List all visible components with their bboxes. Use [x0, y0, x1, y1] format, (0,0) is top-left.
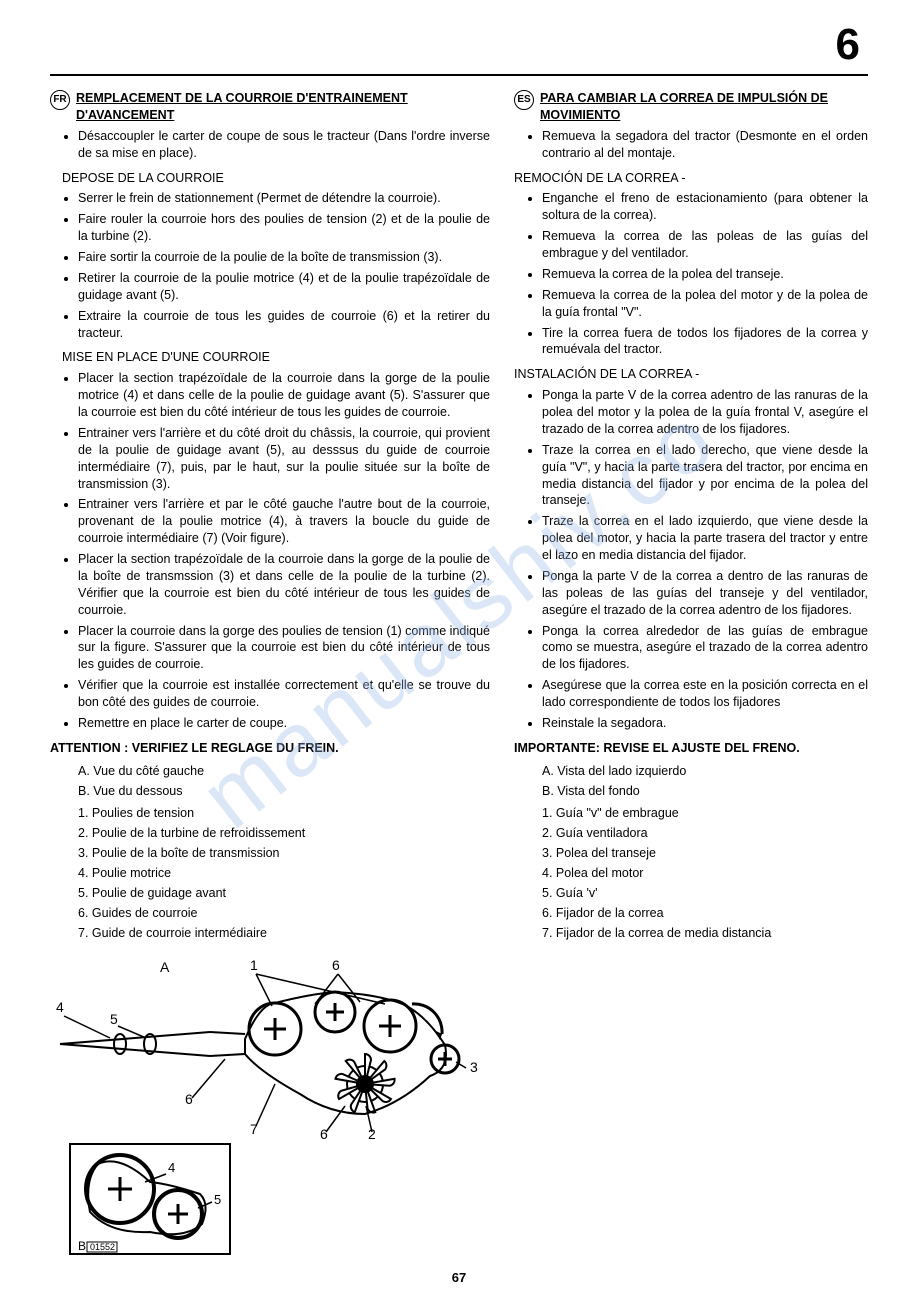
list-item: Tire la correa fuera de todos los fijado…	[542, 325, 868, 359]
es-importante: IMPORTANTE: REVISE EL AJUSTE DEL FRENO.	[514, 740, 868, 757]
fr-badge-icon: FR	[50, 90, 70, 110]
list-item: 5. Poulie de guidage avant	[78, 885, 490, 902]
fr-numbers: 1. Poulies de tension 2. Poulie de la tu…	[78, 805, 490, 941]
list-item: A. Vue du côté gauche	[78, 763, 490, 780]
list-item: Ponga la parte V de la correa a dentro d…	[542, 568, 868, 619]
list-item: Désaccoupler le carter de coupe de sous …	[78, 128, 490, 162]
list-item: 7. Guide de courroie intermédiaire	[78, 925, 490, 942]
fr-intro-list: Désaccoupler le carter de coupe de sous …	[50, 128, 490, 162]
list-item: Remueva la correa de la polea del motor …	[542, 287, 868, 321]
list-item: Traze la correa en el lado derecho, que …	[542, 442, 868, 510]
column-fr: FR REMPLACEMENT DE LA COURROIE D'ENTRAIN…	[50, 90, 490, 1264]
list-item: 4. Poulie motrice	[78, 865, 490, 882]
fr-attention: ATTENTION : VERIFIEZ LE REGLAGE DU FREIN…	[50, 740, 490, 757]
list-item: Extraire la courroie de tous les guides …	[78, 308, 490, 342]
list-item: Placer la section trapézoïdale de la cou…	[78, 551, 490, 619]
es-intro-list: Remueva la segadora del tractor (Desmont…	[514, 128, 868, 162]
list-item: 2. Poulie de la turbine de refroidisseme…	[78, 825, 490, 842]
list-item: Placer la courroie dans la gorge des pou…	[78, 623, 490, 674]
svg-text:6: 6	[185, 1091, 193, 1107]
fr-depose-list: Serrer le frein de stationnement (Permet…	[50, 190, 490, 341]
page-number-top: 6	[50, 20, 868, 70]
es-title: PARA CAMBIAR LA CORREA DE IMPULSIÓN DE M…	[540, 91, 828, 122]
svg-text:3: 3	[470, 1059, 478, 1075]
column-es: ES PARA CAMBIAR LA CORREA DE IMPULSIÓN D…	[514, 90, 868, 1264]
list-item: Ponga la correa alrededor de las guías d…	[542, 623, 868, 674]
list-item: 1. Poulies de tension	[78, 805, 490, 822]
list-item: 3. Poulie de la boîte de transmission	[78, 845, 490, 862]
fr-title: REMPLACEMENT DE LA COURROIE D'ENTRAINEME…	[76, 91, 408, 122]
belt-diagram: A 4 5	[50, 954, 490, 1264]
svg-text:4: 4	[168, 1160, 175, 1175]
list-item: Serrer le frein de stationnement (Permet…	[78, 190, 490, 207]
list-item: Faire rouler la courroie hors des poulie…	[78, 211, 490, 245]
list-item: Asegúrese que la correa este en la posic…	[542, 677, 868, 711]
svg-text:5: 5	[110, 1011, 118, 1027]
es-instal-head: INSTALACIÓN DE LA CORREA -	[514, 366, 868, 383]
list-item: 2. Guía ventiladora	[542, 825, 868, 842]
list-item: Placer la section trapézoïdale de la cou…	[78, 370, 490, 421]
list-item: B. Vista del fondo	[542, 783, 868, 800]
es-numbers: 1. Guía "v" de embrague 2. Guía ventilad…	[542, 805, 868, 941]
diagram-svg: A 4 5	[50, 954, 490, 1264]
list-item: A. Vista del lado izquierdo	[542, 763, 868, 780]
svg-text:5: 5	[214, 1192, 221, 1207]
list-item: 7. Fijador de la correa de media distanc…	[542, 925, 868, 942]
es-instal-list: Ponga la parte V de la correa adentro de…	[514, 387, 868, 732]
page-number-bottom: 67	[50, 1270, 868, 1285]
svg-text:4: 4	[56, 999, 64, 1015]
list-item: 4. Polea del motor	[542, 865, 868, 882]
fr-mise-head: MISE EN PLACE D'UNE COURROIE	[62, 349, 490, 366]
list-item: Retirer la courroie de la poulie motrice…	[78, 270, 490, 304]
diagram-label-A: A	[160, 959, 170, 975]
fr-mise-list: Placer la section trapézoïdale de la cou…	[50, 370, 490, 732]
list-item: 1. Guía "v" de embrague	[542, 805, 868, 822]
svg-text:6: 6	[320, 1126, 328, 1142]
svg-text:B: B	[78, 1239, 86, 1253]
list-item: Entrainer vers l'arrière et par le côté …	[78, 496, 490, 547]
svg-text:2: 2	[368, 1126, 376, 1142]
list-item: Faire sortir la courroie de la poulie de…	[78, 249, 490, 266]
list-item: B. Vue du dessous	[78, 783, 490, 800]
list-item: Remueva la segadora del tractor (Desmont…	[542, 128, 868, 162]
list-item: Remueva la correa de la polea del transe…	[542, 266, 868, 283]
list-item: Vérifier que la courroie est installée c…	[78, 677, 490, 711]
svg-text:1: 1	[250, 957, 258, 973]
list-item: Reinstale la segadora.	[542, 715, 868, 732]
list-item: 3. Polea del transeje	[542, 845, 868, 862]
fr-depose-head: DEPOSE DE LA COURROIE	[62, 170, 490, 187]
list-item: Entrainer vers l'arrière et du côté droi…	[78, 425, 490, 493]
es-remocion-head: REMOCIÓN DE LA CORREA -	[514, 170, 868, 187]
svg-text:6: 6	[332, 957, 340, 973]
es-badge-icon: ES	[514, 90, 534, 110]
list-item: 6. Fijador de la correa	[542, 905, 868, 922]
list-item: Remueva la correa de las poleas de las g…	[542, 228, 868, 262]
list-item: 5. Guía 'v'	[542, 885, 868, 902]
list-item: Enganche el freno de estacionamiento (pa…	[542, 190, 868, 224]
es-remocion-list: Enganche el freno de estacionamiento (pa…	[514, 190, 868, 358]
list-item: 6. Guides de courroie	[78, 905, 490, 922]
header-rule	[50, 74, 868, 76]
fr-letters: A. Vue du côté gauche B. Vue du dessous	[78, 763, 490, 800]
list-item: Ponga la parte V de la correa adentro de…	[542, 387, 868, 438]
list-item: Traze la correa en el lado izquierdo, qu…	[542, 513, 868, 564]
diagram-ref: 01552	[90, 1242, 115, 1252]
list-item: Remettre en place le carter de coupe.	[78, 715, 490, 732]
es-letters: A. Vista del lado izquierdo B. Vista del…	[542, 763, 868, 800]
